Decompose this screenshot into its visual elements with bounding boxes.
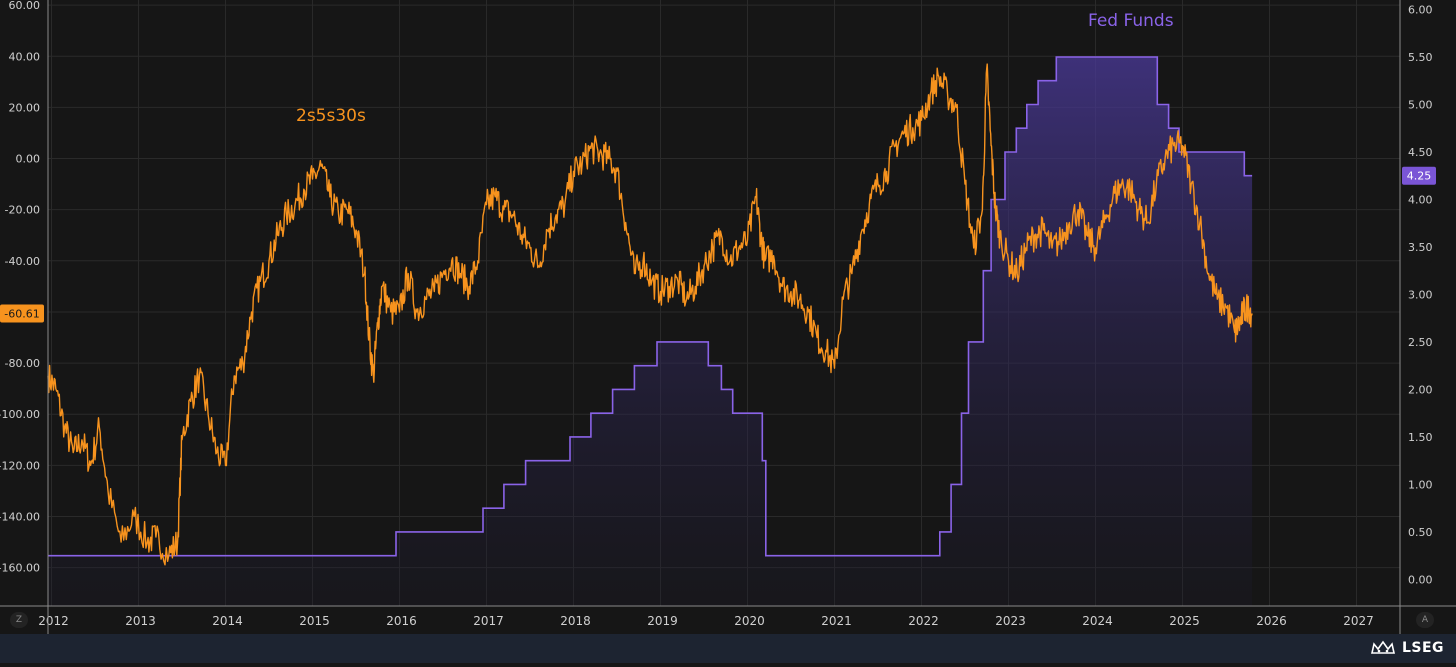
- right-tick-label: 0.00: [1408, 573, 1433, 586]
- x-tick-label: 2027: [1343, 614, 1374, 628]
- brand-logo: LSEG: [1370, 640, 1444, 656]
- right-value-badge-text: 4.25: [1407, 170, 1432, 183]
- right-tick-label: 4.50: [1408, 146, 1433, 159]
- x-tick-label: 2025: [1169, 614, 1200, 628]
- axes-layer: 60.0040.0020.000.00-20.00-40.00-60.00-80…: [0, 0, 1456, 634]
- right-tick-label: 1.00: [1408, 478, 1433, 491]
- left-tick-label: 40.00: [9, 50, 41, 63]
- x-tick-label: 2018: [560, 614, 591, 628]
- footer-bar: [0, 634, 1456, 663]
- x-tick-label: 2016: [386, 614, 417, 628]
- x-tick-label: 2013: [125, 614, 156, 628]
- series-labels: 2s5s30s Fed Funds: [296, 11, 1174, 126]
- crown-logo-icon: [1370, 640, 1395, 654]
- x-tick-label: 2021: [821, 614, 852, 628]
- x-tick-label: 2012: [38, 614, 69, 628]
- right-tick-label: 0.50: [1408, 526, 1433, 539]
- x-tick-label: 2017: [473, 614, 504, 628]
- x-tick-label: 2023: [995, 614, 1026, 628]
- x-tick-label: 2015: [299, 614, 330, 628]
- left-tick-label: -160.00: [0, 562, 40, 575]
- left-value-badge: [0, 304, 44, 323]
- x-tick-label: 2020: [734, 614, 765, 628]
- left-tick-label: -140.00: [0, 511, 40, 524]
- x-tick-label: 2014: [212, 614, 243, 628]
- spread-layer: [47, 63, 1253, 566]
- x-tick-label: 2019: [647, 614, 678, 628]
- label-2s5s30s: 2s5s30s: [296, 106, 366, 126]
- zoom-left-button[interactable]: Z: [10, 612, 28, 628]
- left-tick-label: -80.00: [5, 357, 40, 370]
- left-tick-label: 20.00: [9, 101, 41, 114]
- right-tick-label: 3.50: [1408, 241, 1433, 254]
- right-tick-label: 1.50: [1408, 431, 1433, 444]
- x-tick-label: 2024: [1082, 614, 1113, 628]
- left-value-badge-text: -60.61: [4, 308, 39, 321]
- label-fed-funds: Fed Funds: [1088, 11, 1174, 31]
- right-tick-label: 3.00: [1408, 288, 1433, 301]
- x-tick-label: 2022: [908, 614, 939, 628]
- brand-name: LSEG: [1401, 640, 1444, 656]
- fed-funds-area: [48, 57, 1253, 606]
- left-tick-label: -120.00: [0, 459, 40, 472]
- right-tick-label: 5.50: [1408, 51, 1433, 64]
- left-tick-label: -100.00: [0, 408, 40, 421]
- right-tick-label: 2.00: [1408, 383, 1433, 396]
- auto-scale-button[interactable]: A: [1416, 612, 1434, 628]
- spread-line: [47, 63, 1253, 566]
- x-tick-label: 2026: [1256, 614, 1287, 628]
- right-tick-label: 4.00: [1408, 193, 1433, 206]
- fed-funds-line: [48, 56, 1253, 557]
- left-tick-label: 60.00: [9, 0, 41, 12]
- right-tick-label: 6.00: [1408, 3, 1433, 16]
- left-tick-label: 0.00: [16, 153, 41, 166]
- fed-funds-layer: [48, 56, 1253, 606]
- right-tick-label: 2.50: [1408, 336, 1433, 349]
- left-tick-label: -40.00: [5, 255, 40, 268]
- right-value-badge: [1402, 166, 1436, 185]
- left-tick-label: -20.00: [5, 204, 40, 217]
- right-tick-label: 5.00: [1408, 98, 1433, 111]
